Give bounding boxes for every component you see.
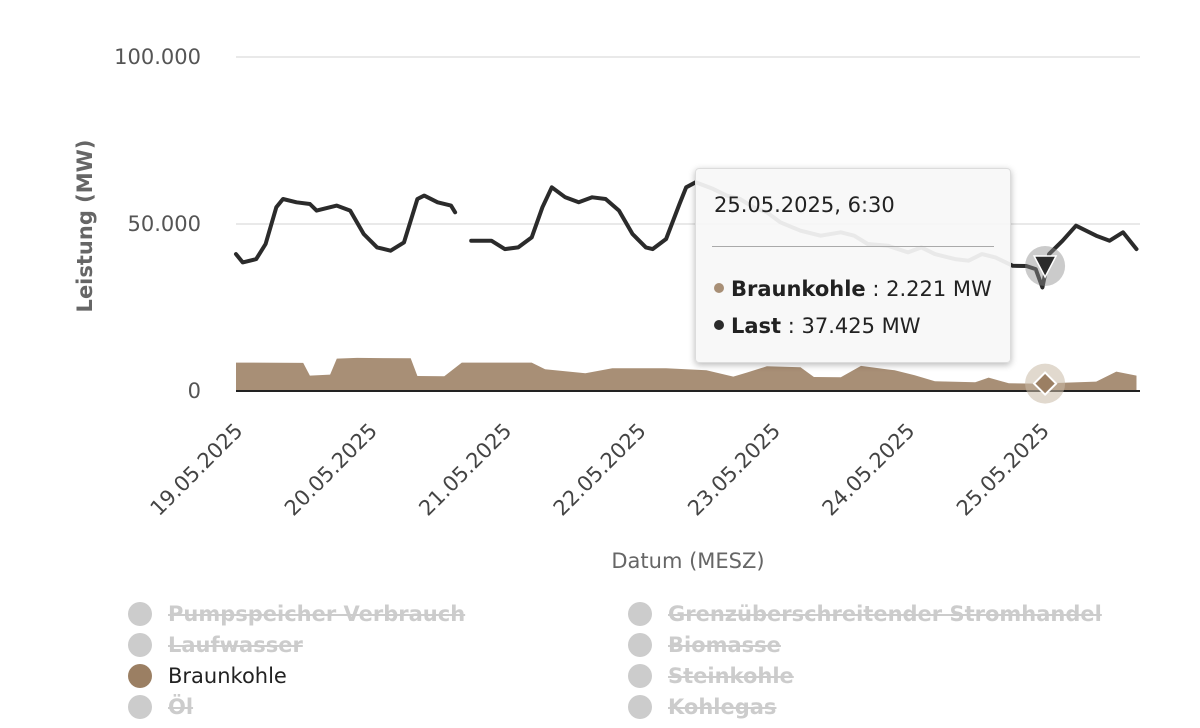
- y-axis-ticks: 0 50.000 100.000: [114, 45, 201, 403]
- tooltip: 25.05.2025, 6:30 Braunkohle : 2.221 MW L…: [695, 168, 1011, 363]
- tooltip-series-name: Last: [731, 314, 782, 338]
- tooltip-separator: [712, 246, 994, 247]
- tooltip-dot-last: [714, 320, 724, 330]
- legend-dot: [628, 695, 652, 719]
- tooltip-series-name: Braunkohle: [731, 277, 866, 301]
- legend-label: Biomasse: [668, 633, 781, 657]
- legend-item-biomasse[interactable]: Biomasse: [628, 630, 781, 660]
- legend-dot: [628, 602, 652, 626]
- legend-item-kohlegas[interactable]: Kohlegas: [628, 692, 776, 722]
- x-tick-label: 19.05.2025: [146, 419, 248, 521]
- x-axis-title: Datum (MESZ): [611, 549, 764, 573]
- x-tick-label: 21.05.2025: [414, 419, 516, 521]
- x-tick-label: 23.05.2025: [683, 419, 785, 521]
- y-tick-label: 0: [188, 379, 201, 403]
- legend-item-steinkohle[interactable]: Steinkohle: [628, 661, 794, 691]
- legend-item-öl[interactable]: Öl: [128, 692, 193, 722]
- legend-label: Steinkohle: [668, 664, 794, 688]
- legend-dot: [628, 633, 652, 657]
- x-axis-ticks: 19.05.2025 20.05.2025 21.05.2025 22.05.2025…: [146, 419, 1054, 521]
- x-tick-label: 25.05.2025: [952, 419, 1054, 521]
- tooltip-date: 25.05.2025, 6:30: [714, 193, 895, 217]
- legend-item-pumpspeicher-verbrauch[interactable]: Pumpspeicher Verbrauch: [128, 599, 465, 629]
- legend-item-braunkohle[interactable]: Braunkohle: [128, 661, 287, 691]
- legend-dot: [128, 695, 152, 719]
- y-axis-title: Leistung (MW): [73, 140, 97, 313]
- legend-label: Pumpspeicher Verbrauch: [168, 602, 466, 626]
- legend-item-grenzüberschreitender-stromhandel[interactable]: Grenzüberschreitender Stromhandel: [628, 599, 1102, 629]
- series-line-last[interactable]: [234, 193, 458, 265]
- x-tick-label: 22.05.2025: [549, 419, 651, 521]
- legend-label: Laufwasser: [168, 633, 303, 657]
- series-area-braunkohle[interactable]: [236, 357, 1137, 391]
- x-tick-label: 20.05.2025: [280, 419, 382, 521]
- marker-last: [1032, 255, 1058, 279]
- tooltip-row-braunkohle: Braunkohle : 2.221 MW: [714, 277, 992, 301]
- legend-dot: [628, 664, 652, 688]
- legend-label: Grenzüberschreitender Stromhandel: [668, 602, 1102, 626]
- x-tick-label: 24.05.2025: [818, 419, 920, 521]
- legend-dot: [128, 602, 152, 626]
- y-tick-label: 100.000: [114, 45, 201, 69]
- legend-label: Braunkohle: [168, 664, 287, 688]
- y-tick-label: 50.000: [128, 212, 201, 236]
- tooltip-dot-braunkohle: [714, 283, 724, 293]
- legend-dot: [128, 633, 152, 657]
- tooltip-value: 2.221 MW: [886, 277, 992, 301]
- tooltip-row-last: Last : 37.425 MW: [714, 314, 921, 338]
- legend-label: Öl: [168, 695, 194, 719]
- legend-label: Kohlegas: [668, 695, 777, 719]
- legend-dot: [128, 664, 152, 688]
- legend-item-laufwasser[interactable]: Laufwasser: [128, 630, 303, 660]
- area-series[interactable]: [236, 357, 1137, 391]
- tooltip-value: 37.425 MW: [801, 314, 921, 338]
- marker-braunkohle: [1032, 371, 1058, 396]
- hover-markers: [1025, 246, 1066, 404]
